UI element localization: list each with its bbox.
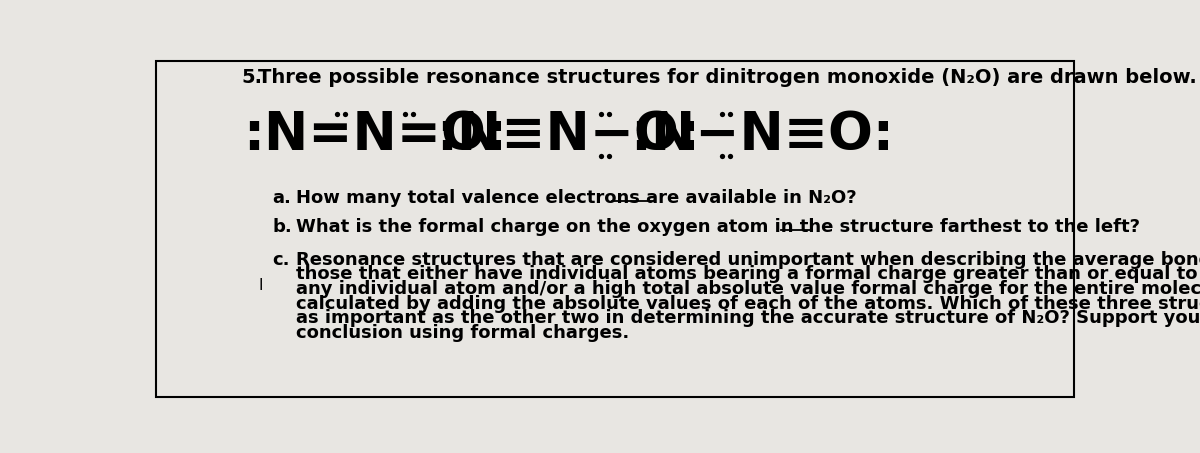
Text: 5.: 5. [241,68,263,87]
Text: Three possible resonance structures for dinitrogen monoxide (N₂O) are drawn belo: Three possible resonance structures for … [258,68,1198,87]
Text: any individual atom and/or a high total absolute value formal charge for the ent: any individual atom and/or a high total … [295,280,1200,298]
Text: I: I [258,278,263,293]
Text: :N≡N−O:: :N≡N−O: [437,109,701,161]
Text: Resonance structures that are considered unimportant when describing the average: Resonance structures that are considered… [295,251,1200,269]
Text: What is the formal charge on the oxygen atom in the structure farthest to the le: What is the formal charge on the oxygen … [295,218,1140,236]
Text: :N−N≡O:: :N−N≡O: [630,109,894,161]
Text: as important as the other two in determining the accurate structure of N₂O? Supp: as important as the other two in determi… [295,309,1200,327]
Text: calculated by adding the absolute values of each of the atoms. Which of these th: calculated by adding the absolute values… [295,294,1200,313]
Text: c.: c. [272,251,290,269]
Text: b.: b. [272,218,293,236]
Text: :N=N=O:: :N=N=O: [242,109,506,161]
Text: those that either have individual atoms bearing a formal charge greater than or : those that either have individual atoms … [295,265,1200,283]
Text: conclusion using formal charges.: conclusion using formal charges. [295,324,629,342]
Text: a.: a. [272,189,292,207]
Text: How many total valence electrons are available in N₂O?: How many total valence electrons are ava… [295,189,857,207]
